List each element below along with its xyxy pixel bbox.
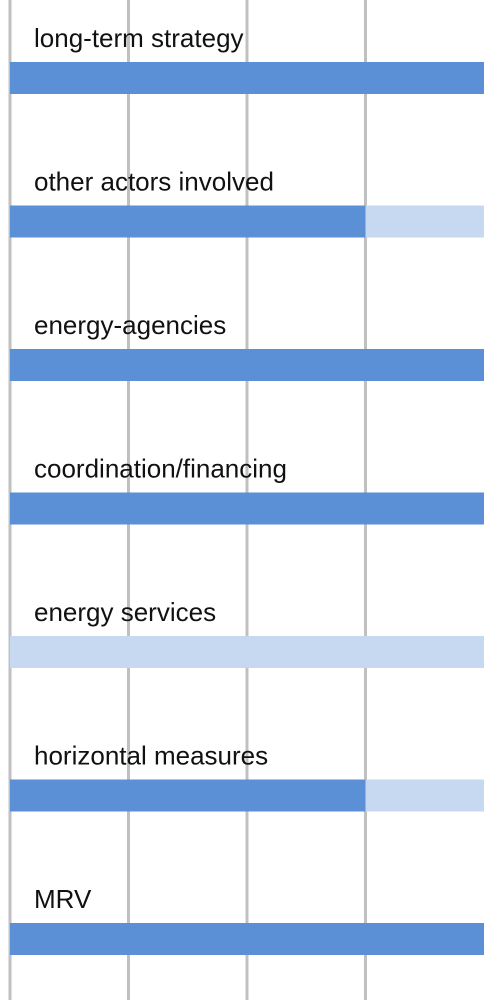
category-label: long-term strategy (34, 23, 244, 53)
category-label: horizontal measures (34, 740, 268, 770)
category-label: energy-agencies (34, 310, 226, 340)
bar (365, 205, 484, 238)
bar (10, 205, 366, 238)
bar (10, 779, 366, 812)
bar (10, 349, 484, 381)
category-label: MRV (34, 884, 92, 914)
bar (365, 779, 484, 812)
bar (10, 636, 484, 668)
bar (10, 492, 484, 525)
category-label: energy services (34, 597, 216, 627)
bar (10, 62, 484, 94)
category-label: other actors involved (34, 166, 274, 196)
bar (10, 923, 484, 955)
category-label: coordination/financing (34, 453, 287, 483)
